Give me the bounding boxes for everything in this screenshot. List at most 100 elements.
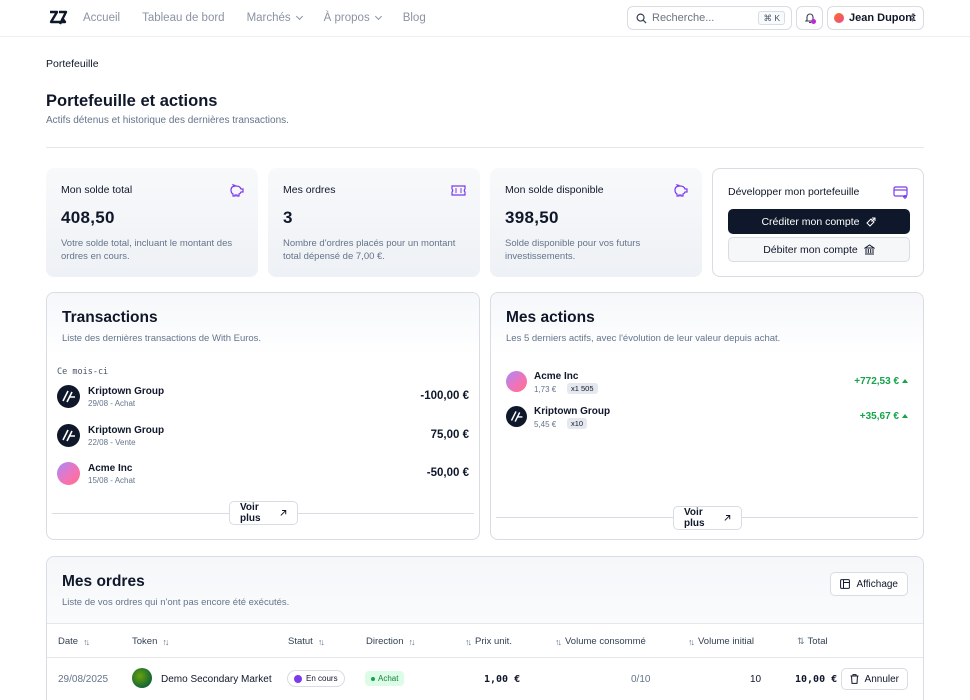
bank-icon — [863, 244, 875, 255]
sort-icon: ↑↓ — [317, 636, 325, 647]
see-more-transactions-button[interactable]: Voir plus — [229, 501, 298, 525]
chevron-up-down-icon: ▲ ▼ — [909, 12, 916, 24]
see-more-label: Voir plus — [684, 507, 705, 529]
develop-label: Développer mon portefeuille — [728, 186, 860, 198]
breadcrumb[interactable]: Portefeuille — [46, 58, 99, 70]
column-header-direction[interactable]: Direction ↑↓ — [366, 636, 416, 647]
transaction-row[interactable]: Kriptown Group 29/08 - Achat -100,00 € — [57, 385, 469, 411]
stat-card-available-balance: Mon solde disponible 398,50 Solde dispon… — [490, 168, 702, 277]
stat-label: Mes ordres — [283, 184, 336, 196]
column-header-consumed-volume[interactable]: ↑↓ Volume consommé — [555, 636, 646, 647]
stat-description: Solde disponible pour vos futurs investi… — [505, 238, 641, 262]
orders-table-header: Date ↑↓ Token ↑↓ Statut ↑↓ Direction ↑↓ ↑↓ Pr… — [47, 623, 923, 658]
search-shortcut: ⌘ K — [758, 11, 785, 25]
sort-icon: ↑↓ — [555, 636, 562, 647]
display-options-button[interactable]: Affichage — [830, 572, 908, 596]
user-menu-button[interactable]: Jean Dupont ▲ ▼ — [827, 6, 924, 30]
order-consumed-volume: 0/10 — [631, 674, 651, 685]
transaction-amount: 75,00 € — [430, 429, 469, 441]
notifications-button[interactable] — [796, 6, 823, 30]
cancel-order-button[interactable]: Annuler — [840, 668, 908, 690]
actions-header: Mes actions Les 5 derniers actifs, avec … — [491, 293, 923, 355]
actions-title: Mes actions — [506, 309, 595, 326]
search-input[interactable] — [652, 12, 752, 24]
page-title: Portefeuille et actions — [46, 92, 218, 110]
chevron-down-icon — [295, 12, 303, 21]
top-nav: Accueil Tableau de bord Marchés À propos… — [0, 0, 970, 37]
ticket-icon — [451, 185, 466, 196]
stat-label: Mon solde total — [61, 184, 133, 196]
stat-description: Nombre d'ordres placés pour un montant t… — [283, 238, 456, 262]
asset-quantity-badge: x10 — [567, 418, 588, 429]
piggy-bank-icon — [674, 184, 688, 197]
see-more-label: Voir plus — [240, 502, 261, 524]
column-header-unit-price[interactable]: ↑↓ Prix unit. — [465, 636, 512, 647]
period-label: Ce mois-ci — [57, 367, 109, 377]
asset-row[interactable]: Acme Inc 1,73 € x1 505 +772,53 € — [506, 371, 908, 395]
debit-account-label: Débiter mon compte — [763, 243, 858, 256]
divider — [46, 147, 924, 148]
display-options-label: Affichage — [856, 578, 898, 590]
sort-icon: ↑↓ — [465, 636, 472, 647]
nav-link-tableau-de-bord[interactable]: Tableau de bord — [142, 12, 225, 24]
banknote-arrow-icon — [865, 217, 876, 227]
avatar — [834, 13, 844, 23]
search-box[interactable]: ⌘ K — [627, 6, 792, 30]
status-badge: En cours — [287, 670, 345, 687]
order-initial-volume: 10 — [750, 674, 762, 685]
column-header-date[interactable]: Date ↑↓ — [58, 636, 90, 647]
transaction-name: Kriptown Group — [88, 386, 165, 397]
transactions-subtitle: Liste des dernières transactions de With… — [62, 333, 262, 344]
asset-price: 5,45 € — [534, 420, 557, 429]
stat-value: 398,50 — [505, 208, 559, 227]
stat-card-total-balance: Mon solde total 408,50 Votre solde total… — [46, 168, 258, 277]
order-total: 10,00 € — [795, 674, 838, 685]
column-header-total[interactable]: ⇅ Total — [797, 636, 828, 647]
nav-link-a-propos[interactable]: À propos — [324, 12, 382, 24]
orders-header: Mes ordres Liste de vos ordres qui n'ont… — [47, 557, 923, 623]
see-more-actions-button[interactable]: Voir plus — [673, 506, 742, 530]
transaction-meta: 15/08 - Achat — [88, 476, 136, 485]
nav-link-accueil[interactable]: Accueil — [83, 12, 121, 24]
asset-name: Kriptown Group — [534, 406, 611, 417]
debit-account-button[interactable]: Débiter mon compte — [728, 237, 910, 262]
transaction-row[interactable]: Acme Inc 15/08 - Achat -50,00 € — [57, 462, 469, 488]
credit-account-button[interactable]: Créditer mon compte — [728, 209, 910, 234]
transaction-amount: -50,00 € — [426, 467, 469, 479]
transaction-name: Acme Inc — [88, 463, 133, 474]
kriptown-logo-icon — [57, 385, 80, 408]
nav-link-marches[interactable]: Marchés — [247, 12, 303, 24]
column-header-status[interactable]: Statut ↑↓ — [288, 636, 325, 647]
nav-link-blog[interactable]: Blog — [402, 12, 426, 24]
logo-icon[interactable] — [48, 10, 68, 26]
sort-icon: ↑↓ — [408, 636, 416, 647]
sort-icon: ↑↓ — [688, 636, 695, 647]
column-header-token[interactable]: Token ↑↓ — [132, 636, 169, 647]
order-unit-price: 1,00 € — [484, 674, 521, 685]
triangle-up-icon — [902, 414, 908, 418]
asset-name: Acme Inc — [534, 371, 579, 382]
asset-row[interactable]: Kriptown Group 5,45 € x10 +35,67 € — [506, 406, 908, 430]
kriptown-logo-icon — [506, 406, 527, 427]
table-row[interactable]: 29/08/2025 Demo Secondary Market En cour… — [47, 658, 923, 700]
direction-badge: Achat — [365, 671, 405, 686]
cancel-label: Annuler — [864, 673, 899, 685]
stat-card-orders: Mes ordres 3 Nombre d'ordres placés pour… — [268, 168, 480, 277]
notification-dot — [811, 19, 816, 24]
search-icon — [636, 13, 647, 24]
asset-quantity-badge: x1 505 — [567, 383, 598, 394]
credit-account-label: Créditer mon compte — [761, 215, 860, 228]
order-date: 29/08/2025 — [58, 674, 109, 685]
transactions-panel: Transactions Liste des dernières transac… — [46, 292, 480, 540]
stat-description: Votre solde total, incluant le montant d… — [61, 238, 233, 262]
stat-label: Mon solde disponible — [505, 184, 604, 196]
my-actions-panel: Mes actions Les 5 derniers actifs, avec … — [490, 292, 924, 540]
develop-portfolio-card: Développer mon portefeuille Créditer mon… — [712, 168, 924, 277]
transaction-row[interactable]: Kriptown Group 22/08 - Vente 75,00 € — [57, 424, 469, 450]
acme-logo-icon — [57, 462, 80, 485]
column-header-initial-volume[interactable]: ↑↓ Volume initial — [688, 636, 754, 647]
stat-value: 408,50 — [61, 208, 115, 227]
trash-icon — [850, 674, 859, 684]
nav-links: Accueil Tableau de bord Marchés À propos… — [83, 12, 448, 24]
orders-title: Mes ordres — [62, 573, 145, 590]
